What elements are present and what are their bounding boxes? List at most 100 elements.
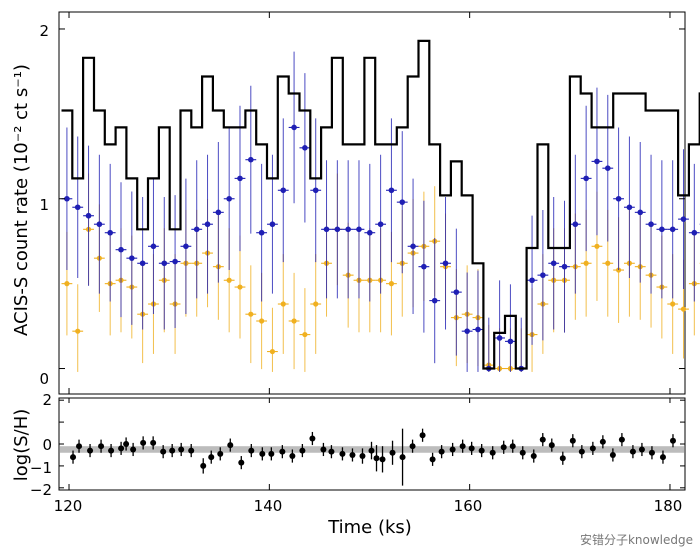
hardness-point bbox=[368, 447, 375, 454]
hardness-point bbox=[140, 439, 147, 446]
soft-point bbox=[540, 272, 546, 278]
light-curve-plot-area bbox=[59, 12, 700, 394]
soft-point bbox=[118, 246, 124, 253]
soft-point bbox=[637, 209, 644, 216]
soft-point bbox=[107, 229, 113, 236]
hard-point bbox=[302, 331, 308, 338]
soft-point bbox=[269, 221, 276, 228]
soft-point bbox=[691, 229, 698, 236]
soft-point bbox=[85, 212, 92, 219]
xtick-label-140: 140 bbox=[254, 497, 283, 515]
hardness-point bbox=[459, 443, 466, 450]
hardness-point bbox=[589, 445, 596, 452]
hardness-point bbox=[259, 450, 266, 457]
soft-point bbox=[139, 260, 146, 267]
hardness-point bbox=[349, 451, 356, 458]
soft-point bbox=[604, 165, 611, 171]
hardness-point bbox=[289, 453, 296, 460]
soft-point bbox=[366, 229, 373, 236]
soft-point bbox=[464, 328, 470, 334]
soft-point bbox=[356, 226, 362, 233]
soft-point bbox=[442, 260, 449, 267]
hard-point bbox=[291, 318, 297, 324]
top-ytick-label-1: 1 bbox=[39, 196, 49, 214]
soft-point bbox=[529, 277, 535, 284]
hardness-point bbox=[227, 442, 234, 449]
soft-point bbox=[431, 297, 438, 304]
hard-point bbox=[594, 243, 600, 249]
hardness-point bbox=[178, 446, 185, 453]
soft-point bbox=[64, 195, 70, 202]
soft-point bbox=[226, 195, 232, 202]
total-step-line bbox=[61, 39, 700, 370]
soft-point bbox=[312, 187, 319, 194]
hard-point bbox=[680, 306, 687, 312]
hardness-point bbox=[578, 448, 585, 455]
hardness-point bbox=[389, 449, 396, 456]
soft-point bbox=[659, 226, 665, 233]
soft-point bbox=[302, 145, 308, 151]
soft-point bbox=[161, 260, 168, 267]
soft-point bbox=[183, 243, 189, 250]
hard-point bbox=[605, 260, 611, 266]
hardness-point bbox=[339, 450, 346, 457]
soft-point bbox=[626, 204, 633, 211]
hardness-point bbox=[638, 446, 645, 453]
soft-point bbox=[96, 221, 103, 228]
hardness-point bbox=[429, 456, 436, 463]
hardness-point bbox=[160, 448, 167, 455]
hard-point bbox=[64, 281, 70, 287]
soft-point bbox=[291, 124, 297, 131]
bottom-ylabel: log(S/H) bbox=[11, 409, 32, 482]
light-curve-panel bbox=[58, 11, 686, 395]
xtick-label-120: 120 bbox=[54, 497, 83, 515]
hardness-point bbox=[208, 454, 215, 461]
hard-point bbox=[259, 318, 265, 324]
hardness-point bbox=[669, 437, 676, 444]
hardness-point bbox=[569, 437, 576, 444]
soft-point bbox=[150, 243, 157, 250]
soft-point bbox=[193, 226, 200, 233]
hardness-point bbox=[299, 447, 306, 454]
soft-point bbox=[648, 221, 654, 228]
soft-point bbox=[550, 260, 557, 267]
soft-point bbox=[496, 335, 503, 341]
hardness-point bbox=[98, 443, 105, 450]
hardness-point bbox=[309, 435, 316, 442]
watermark: 安错分子knowledge bbox=[580, 532, 693, 547]
hardness-point bbox=[648, 449, 655, 456]
soft-point bbox=[204, 221, 211, 228]
xtick-label-160: 160 bbox=[454, 497, 483, 515]
soft-point bbox=[399, 199, 406, 205]
hardness-point bbox=[438, 448, 445, 455]
hardness-point bbox=[409, 443, 416, 450]
hardness-point bbox=[399, 454, 406, 461]
soft-point bbox=[248, 156, 254, 163]
bottom-ytick-label-neg2: −2 bbox=[30, 481, 52, 499]
soft-point bbox=[507, 338, 514, 345]
hardness-point bbox=[248, 447, 255, 454]
hardness-point bbox=[618, 436, 625, 443]
soft-point bbox=[680, 216, 687, 222]
hardness-point bbox=[548, 442, 555, 449]
soft-point bbox=[583, 175, 589, 182]
bottom-ytick-label-neg1: −1 bbox=[30, 459, 52, 477]
hardness-point bbox=[609, 451, 616, 458]
hardness-point bbox=[599, 438, 606, 445]
hardness-point bbox=[123, 441, 130, 447]
hardness-point bbox=[238, 459, 245, 466]
hardness-point bbox=[118, 445, 125, 452]
hardness-point bbox=[130, 446, 137, 453]
top-ylabel: ACIS-S count rate (10⁻² ct s⁻¹) bbox=[11, 64, 32, 336]
hardness-point bbox=[150, 439, 157, 446]
hardness-point bbox=[509, 443, 516, 450]
hardness-point bbox=[217, 450, 224, 457]
hardness-point bbox=[539, 436, 546, 443]
hard-point bbox=[75, 328, 81, 334]
hardness-point bbox=[76, 443, 83, 450]
soft-point bbox=[421, 263, 427, 270]
hardness-point bbox=[188, 447, 195, 454]
hard-point bbox=[248, 311, 254, 317]
soft-point bbox=[388, 187, 395, 194]
